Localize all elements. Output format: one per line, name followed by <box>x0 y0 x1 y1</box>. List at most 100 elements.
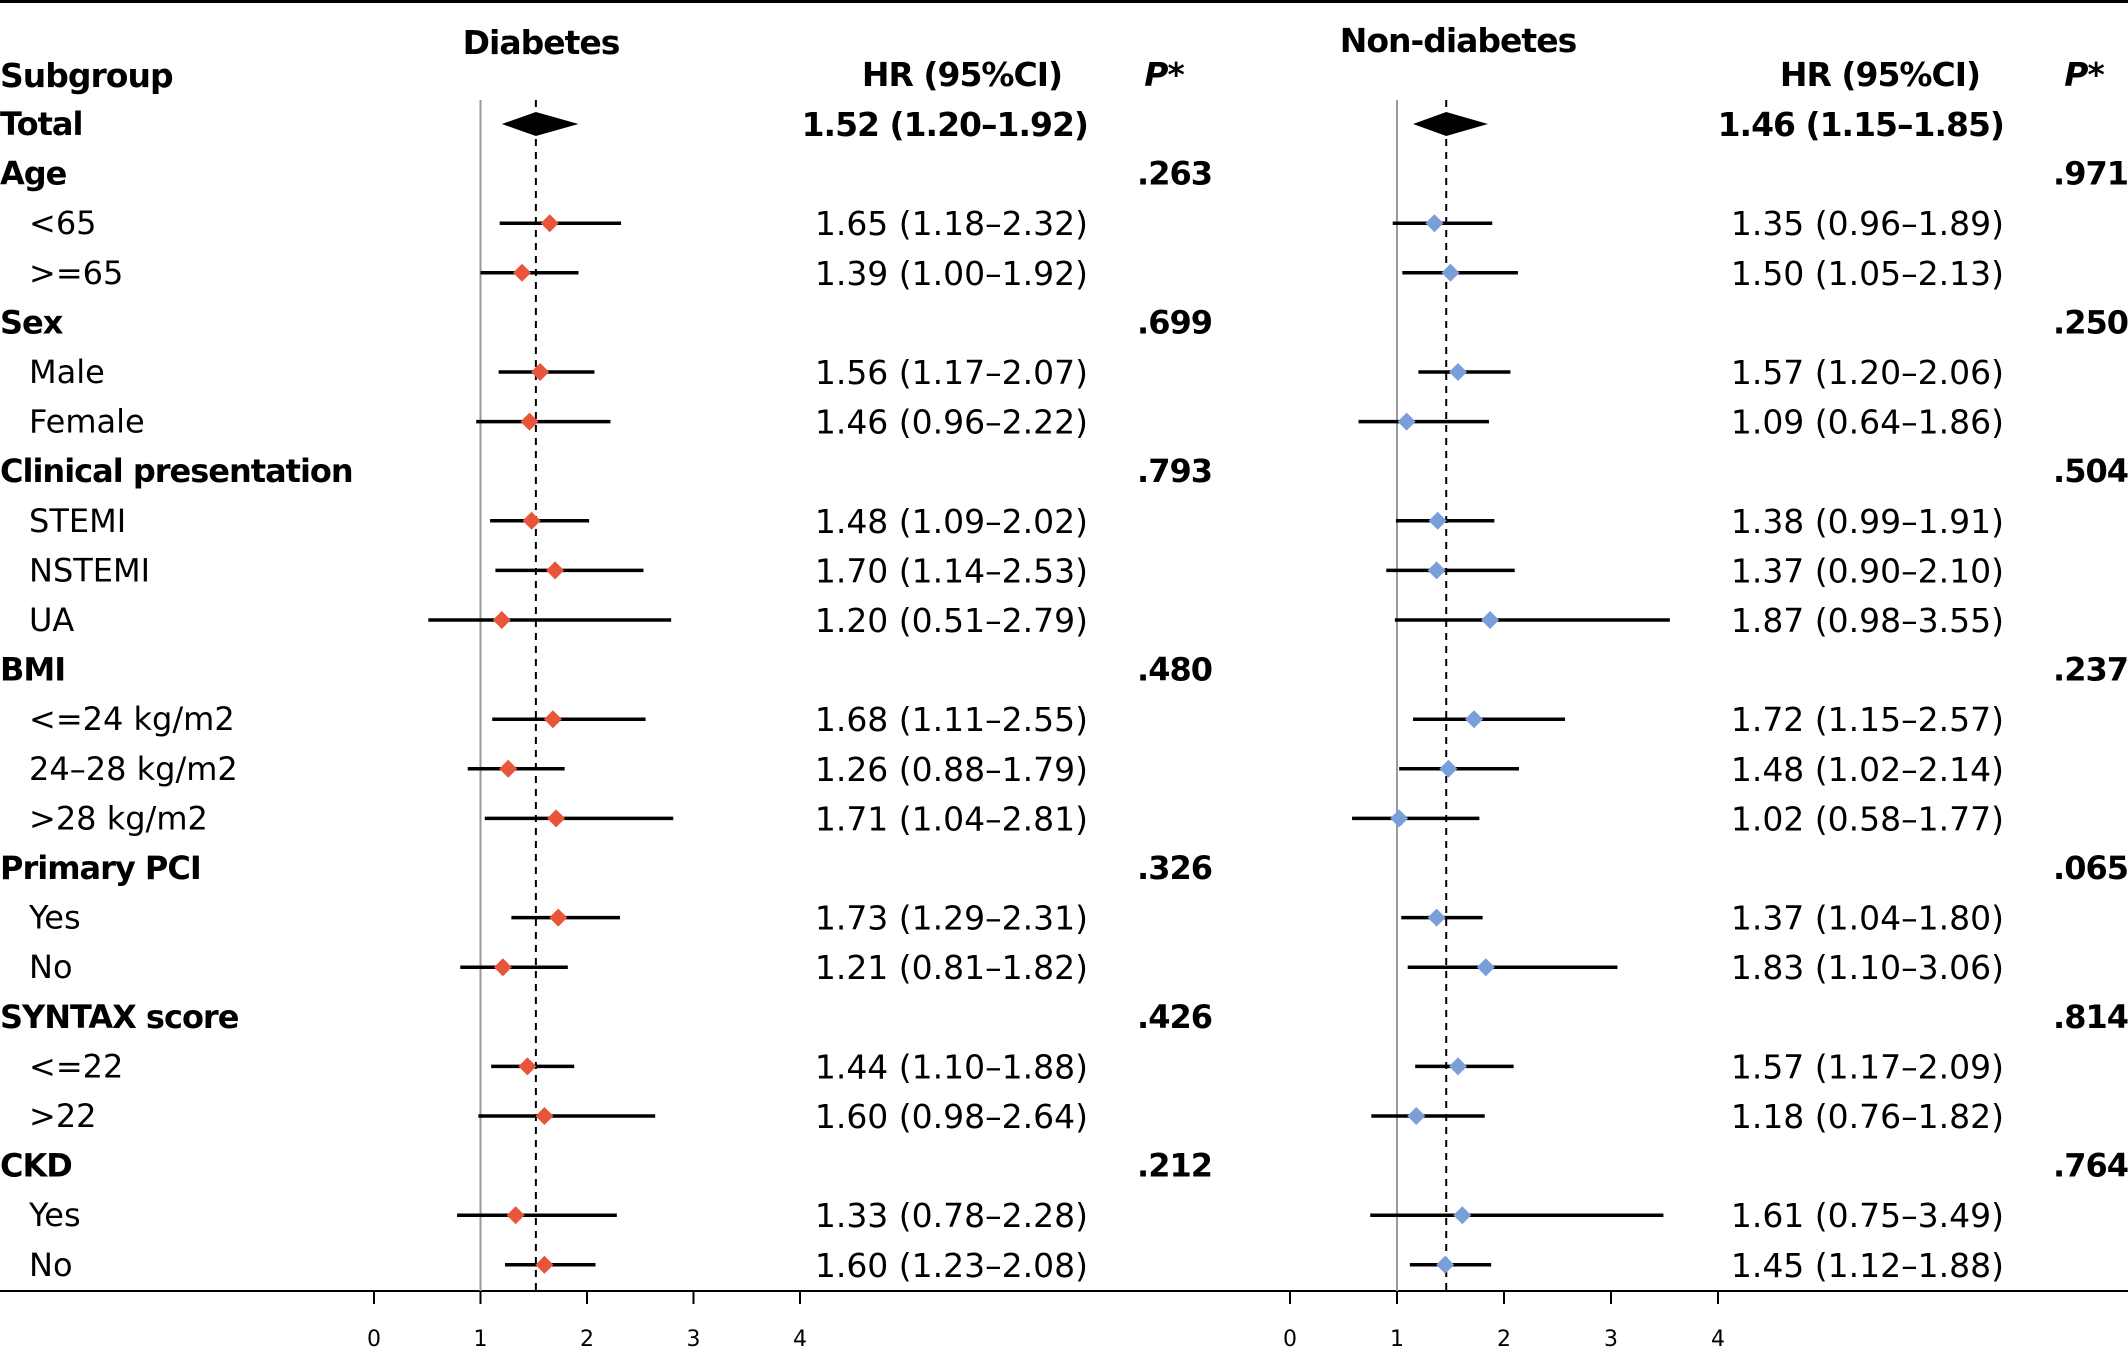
non-diabetes-hr-value: 1.37 (1.04–1.80) <box>1731 899 2004 938</box>
diabetes-p-value: .426 <box>1137 998 1212 1036</box>
diabetes-hr-value: 1.65 (1.18–2.32) <box>815 204 1088 243</box>
non-diabetes-axis-tick-label: 2 <box>1497 1327 1511 1347</box>
non-diabetes-point-estimate <box>1481 611 1500 629</box>
non-diabetes-p-value: .764 <box>2053 1147 2128 1185</box>
diabetes-point-estimate <box>513 263 532 282</box>
diabetes-hr-value: 1.52 (1.20–1.92) <box>802 105 1088 144</box>
non-diabetes-point-estimate <box>1476 958 1495 977</box>
non-diabetes-p-value: .065 <box>2053 849 2128 887</box>
diabetes-point-estimate <box>518 1057 537 1076</box>
diabetes-p-value: .793 <box>1137 452 1212 490</box>
diabetes-axis-tick-label: 2 <box>580 1327 594 1347</box>
diabetes-point-estimate <box>547 809 566 828</box>
diabetes-point-estimate <box>546 561 565 580</box>
diabetes-hr-value: 1.68 (1.11–2.55) <box>815 700 1088 739</box>
non-diabetes-hr-value: 1.09 (0.64–1.86) <box>1731 403 2004 442</box>
subgroup-level-label: Male <box>29 353 105 391</box>
diabetes-hr-value: 1.60 (0.98–2.64) <box>815 1097 1088 1136</box>
diabetes-hr-value: 1.21 (0.81–1.82) <box>815 948 1088 987</box>
non-diabetes-axis-tick-label: 4 <box>1711 1327 1725 1347</box>
subgroup-level-label: UA <box>29 601 74 639</box>
subgroup-category-label: Sex <box>0 303 64 341</box>
non-diabetes-p-value: .814 <box>2053 998 2128 1036</box>
diabetes-point-estimate <box>522 511 541 530</box>
non-diabetes-point-estimate <box>1428 511 1447 530</box>
diabetes-point-estimate <box>535 1107 554 1125</box>
diabetes-hr-value: 1.73 (1.29–2.31) <box>815 899 1088 938</box>
diabetes-panel-title: Diabetes <box>463 23 620 62</box>
diabetes-hr-value: 1.71 (1.04–2.81) <box>815 799 1088 838</box>
subgroup-category-label: Primary PCI <box>0 849 201 887</box>
diabetes-axis-tick-label: 3 <box>687 1327 701 1347</box>
non-diabetes-hr-value: 1.18 (0.76–1.82) <box>1731 1097 2004 1136</box>
subgroup-category-label: Age <box>0 155 67 193</box>
diabetes-p-value: .212 <box>1137 1147 1212 1185</box>
subgroup-level-label: Yes <box>28 899 81 937</box>
diabetes-p-value: .263 <box>1137 155 1212 193</box>
diabetes-p-value: .480 <box>1137 651 1212 689</box>
subgroup-header: Subgroup <box>0 56 173 95</box>
non-diabetes-hr-value: 1.57 (1.20–2.06) <box>1731 353 2004 392</box>
subgroup-category-label: Clinical presentation <box>0 452 353 490</box>
non-diabetes-p-header: P* <box>2064 55 2104 94</box>
diabetes-hr-value: 1.46 (0.96–2.22) <box>815 403 1088 442</box>
diabetes-point-estimate <box>531 363 550 381</box>
non-diabetes-axis-tick-label: 1 <box>1390 1327 1404 1347</box>
non-diabetes-point-estimate <box>1390 809 1409 828</box>
non-diabetes-point-estimate <box>1441 263 1460 282</box>
non-diabetes-hr-value: 1.38 (0.99–1.91) <box>1731 502 2004 541</box>
diabetes-hr-value: 1.44 (1.10–1.88) <box>815 1047 1088 1086</box>
subgroup-level-label: NSTEMI <box>29 551 150 589</box>
non-diabetes-point-estimate <box>1439 759 1458 778</box>
subgroup-level-label: Female <box>29 403 145 441</box>
diabetes-point-estimate <box>540 214 559 233</box>
diabetes-hr-value: 1.26 (0.88–1.79) <box>815 750 1088 789</box>
diabetes-hr-value: 1.33 (0.78–2.28) <box>815 1196 1088 1235</box>
diabetes-point-estimate <box>549 908 568 927</box>
subgroup-level-label: 24–28 kg/m2 <box>29 750 238 788</box>
subgroup-level-label: >22 <box>29 1097 97 1135</box>
subgroup-level-label: <65 <box>29 204 97 242</box>
non-diabetes-axis-tick-label: 3 <box>1604 1327 1618 1347</box>
non-diabetes-hr-value: 1.87 (0.98–3.55) <box>1731 601 2004 640</box>
non-diabetes-hr-value: 1.50 (1.05–2.13) <box>1731 254 2004 293</box>
non-diabetes-hr-value: 1.72 (1.15–2.57) <box>1731 700 2004 739</box>
subgroup-level-label: >28 kg/m2 <box>29 799 208 837</box>
non-diabetes-hr-value: 1.46 (1.15–1.85) <box>1718 105 2004 144</box>
diabetes-axis-tick-label: 0 <box>367 1327 381 1347</box>
non-diabetes-point-estimate <box>1453 1206 1472 1225</box>
non-diabetes-point-estimate <box>1425 214 1444 233</box>
subgroup-level-label: <=22 <box>29 1047 123 1085</box>
subgroup-category-label: CKD <box>0 1147 72 1185</box>
non-diabetes-point-estimate <box>1448 363 1467 381</box>
subgroup-level-label: Yes <box>28 1196 81 1234</box>
subgroup-level-label: <=24 kg/m2 <box>29 700 235 738</box>
non-diabetes-p-value: .971 <box>2053 155 2128 193</box>
subgroup-category-label: BMI <box>0 651 65 689</box>
diabetes-p-value: .326 <box>1137 849 1212 887</box>
non-diabetes-hr-value: 1.57 (1.17–2.09) <box>1731 1047 2004 1086</box>
non-diabetes-hr-value: 1.35 (0.96–1.89) <box>1731 204 2004 243</box>
non-diabetes-axis-tick-label: 0 <box>1283 1327 1297 1347</box>
non-diabetes-point-estimate <box>1448 1057 1467 1076</box>
non-diabetes-panel-title: Non-diabetes <box>1340 21 1577 60</box>
non-diabetes-summary-diamond <box>1413 112 1488 136</box>
non-diabetes-hr-header: HR (95%CI) <box>1780 55 1980 94</box>
diabetes-p-header: P* <box>1144 55 1184 94</box>
non-diabetes-point-estimate <box>1436 1255 1455 1274</box>
subgroup-level-label: STEMI <box>29 502 126 540</box>
diabetes-axis-tick-label: 1 <box>474 1327 488 1347</box>
diabetes-point-estimate <box>506 1206 525 1225</box>
non-diabetes-point-estimate <box>1427 561 1446 580</box>
diabetes-point-estimate <box>535 1255 554 1274</box>
diabetes-hr-value: 1.48 (1.09–2.02) <box>815 502 1088 541</box>
subgroup-level-label: No <box>29 948 73 986</box>
subgroup-level-label: No <box>29 1246 73 1284</box>
diabetes-hr-value: 1.20 (0.51–2.79) <box>815 601 1088 640</box>
diabetes-hr-value: 1.56 (1.17–2.07) <box>815 353 1088 392</box>
diabetes-point-estimate <box>492 611 511 629</box>
non-diabetes-p-value: .504 <box>2053 452 2128 490</box>
diabetes-summary-diamond <box>501 112 579 136</box>
non-diabetes-hr-value: 1.83 (1.10–3.06) <box>1731 948 2004 987</box>
